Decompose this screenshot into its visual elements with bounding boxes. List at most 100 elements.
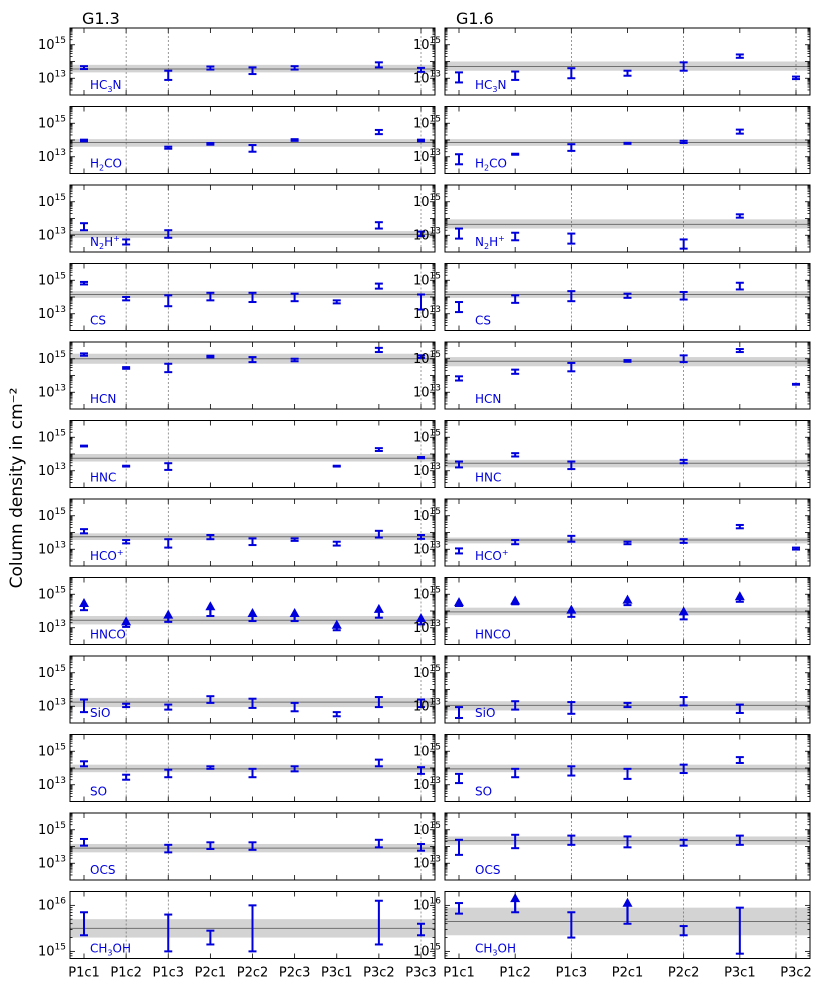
x-tick-label: P3c2 — [780, 966, 812, 981]
y-tick-label: 1015 — [38, 821, 66, 838]
x-tick-label: P3c3 — [405, 966, 437, 981]
y-tick-label: 1015 — [413, 350, 441, 367]
molecule-label: CS — [475, 314, 491, 328]
y-tick-label: 1015 — [38, 664, 66, 681]
y-axis-label: Column density in cm⁻² — [7, 388, 27, 589]
y-tick-label: 1013 — [38, 305, 66, 322]
x-tick-label: P1c1 — [443, 966, 475, 981]
molecule-label: CS — [90, 314, 106, 328]
panel-hnco-right: 1013 1015 HNCO — [413, 577, 811, 645]
molecule-label: HCN — [90, 392, 116, 406]
y-tick-label: 1013 — [413, 462, 441, 479]
y-tick-label: 1013 — [413, 619, 441, 636]
column-title-left: G1.3 — [82, 9, 120, 28]
panel-frame — [69, 498, 436, 567]
lower-limit-arrow — [622, 897, 633, 907]
panel-frame — [444, 655, 811, 724]
y-tick-label: 1013 — [38, 383, 66, 400]
panel-so-right: 1013 1015 SO — [413, 734, 811, 802]
y-tick-label: 1013 — [38, 619, 66, 636]
lower-limit-arrow — [247, 608, 258, 617]
y-tick-label: 1015 — [413, 507, 441, 524]
panel-hcn-left: 1013 1015 HCN — [38, 341, 436, 410]
y-tick-label: 1013 — [38, 697, 66, 714]
y-tick-label: 1015 — [38, 36, 66, 53]
y-tick-label: 1015 — [413, 271, 441, 288]
y-tick-label: 1015 — [413, 585, 441, 602]
molecule-label: SO — [90, 785, 107, 799]
panel-sio-right: 1013 1015 SiO — [413, 655, 811, 724]
y-tick-label: 1015 — [38, 193, 66, 210]
panel-hc3n-left: 1013 1015 HC3N — [38, 27, 436, 96]
molecule-label: N2H+ — [90, 234, 120, 251]
molecule-label: HNCO — [90, 628, 126, 642]
x-tick-label: P2c2 — [668, 966, 700, 981]
panel-so-left: 1013 1015 SO — [38, 734, 436, 802]
x-tick-label: P2c3 — [279, 966, 311, 981]
lower-limit-arrow — [79, 597, 89, 607]
y-tick-label: 1013 — [413, 148, 441, 165]
lower-limit-arrow — [373, 603, 384, 613]
y-tick-label: 1015 — [413, 428, 441, 445]
x-tick-label: P3c2 — [363, 966, 395, 981]
x-tick-label: P3c1 — [724, 966, 756, 981]
lower-limit-arrow — [566, 604, 577, 614]
lower-limit-arrow — [734, 591, 745, 601]
x-tick-label: P2c1 — [612, 966, 644, 981]
y-tick-label: 1013 — [38, 854, 66, 871]
lower-limit-arrow — [331, 619, 342, 629]
molecule-label: CH3OH — [90, 942, 131, 958]
molecule-label: HCO+ — [475, 548, 509, 563]
molecule-label: SO — [475, 785, 492, 799]
y-tick-label: 1013 — [38, 226, 66, 243]
panel-hnc-right: 1013 1015 HNC — [413, 420, 811, 488]
molecule-label: OCS — [90, 863, 115, 877]
molecule-label: OCS — [475, 863, 500, 877]
panel-h2co-left: 1013 1015 H2CO — [38, 106, 436, 174]
x-tick-label: P2c2 — [237, 966, 269, 981]
y-tick-label: 1015 — [413, 664, 441, 681]
molecule-label: SiO — [475, 706, 495, 720]
y-tick-label: 1015 — [413, 114, 441, 131]
x-tick-label: P1c1 — [68, 966, 100, 981]
y-tick-label: 1016 — [413, 896, 441, 913]
molecule-label: HCO+ — [90, 548, 124, 563]
lower-limit-arrow — [416, 613, 426, 623]
y-tick-label: 1013 — [38, 540, 66, 557]
lower-limit-arrow — [121, 616, 132, 626]
molecule-label: H2CO — [475, 157, 507, 173]
lower-limit-arrow — [622, 594, 633, 604]
y-tick-label: 1015 — [38, 942, 66, 959]
panel-sio-left: 1013 1015 SiO — [38, 655, 436, 724]
y-tick-label: 1015 — [413, 193, 441, 210]
y-tick-label: 1013 — [38, 69, 66, 86]
y-tick-label: 1015 — [413, 36, 441, 53]
lower-limit-arrow — [510, 893, 521, 903]
y-tick-label: 1015 — [38, 742, 66, 759]
lower-limit-arrow — [510, 595, 521, 605]
molecule-label: HNC — [90, 471, 116, 485]
y-tick-label: 1015 — [38, 585, 66, 602]
panel-n2h-left: 1013 1015 N2H+ — [38, 184, 436, 253]
molecule-label: HNCO — [475, 628, 511, 642]
molecule-label: H2CO — [90, 157, 122, 173]
panel-cs-left: 1013 1015 CS — [38, 263, 436, 331]
panel-hnc-left: 1013 1015 HNC — [38, 420, 436, 488]
panel-frame — [69, 184, 436, 253]
x-tick-label: P2c1 — [195, 966, 227, 981]
panel-frame — [69, 655, 436, 724]
column-title-right: G1.6 — [456, 9, 494, 28]
panel-hcn-right: 1013 1015 HCN — [413, 341, 811, 410]
y-tick-label: 1015 — [38, 428, 66, 445]
y-tick-label: 1013 — [413, 776, 441, 793]
y-tick-label: 1015 — [38, 507, 66, 524]
y-tick-label: 1016 — [38, 896, 66, 913]
lower-limit-arrow — [678, 606, 689, 616]
y-tick-label: 1015 — [38, 271, 66, 288]
x-tick-label: P1c3 — [556, 966, 588, 981]
panel-hco-left: 1013 1015 HCO+ — [38, 498, 436, 567]
lower-limit-arrow — [205, 601, 216, 611]
panel-ch3oh-left: 1015 1016 CH3OH P1c1 P1c2 P1c3 P2c1 P2c2 P2c3 P3c… — [38, 891, 437, 981]
y-tick-label: 1013 — [413, 854, 441, 871]
y-tick-label: 1015 — [38, 114, 66, 131]
